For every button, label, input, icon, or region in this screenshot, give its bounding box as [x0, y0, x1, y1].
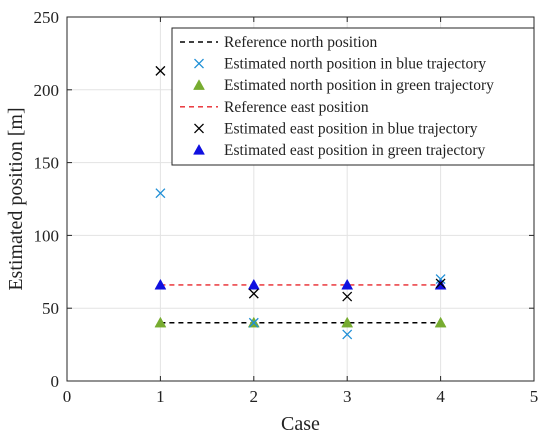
- x-axis-label: Case: [281, 413, 320, 435]
- legend-swatch: [193, 79, 205, 90]
- x-marker: [435, 278, 446, 289]
- y-axis-label: Estimated position [m]: [5, 107, 27, 290]
- legend-swatch: [193, 143, 205, 155]
- x-marker-stroke: [435, 278, 446, 289]
- triangle-marker: [434, 316, 447, 328]
- plot-series: [154, 65, 447, 340]
- x-marker-stroke: [194, 123, 204, 134]
- x-tick-label: 1: [156, 387, 165, 406]
- x-tick-label: 3: [343, 387, 352, 406]
- y-tick-label: 200: [34, 81, 60, 100]
- legend-item: Estimated north position in blue traject…: [194, 56, 486, 73]
- y-tick-label: 100: [34, 226, 60, 245]
- triangle-marker: [247, 278, 260, 290]
- x-marker: [248, 317, 259, 328]
- legend-label: Estimated north position in green trajec…: [224, 77, 494, 94]
- x-marker: [342, 329, 353, 340]
- x-tick-label: 0: [63, 387, 72, 406]
- legend-swatch: [194, 123, 204, 134]
- x-marker-stroke: [248, 288, 259, 299]
- y-tick-label: 50: [42, 299, 59, 318]
- x-marker-stroke: [194, 58, 204, 69]
- plot-frame: [66, 16, 535, 382]
- triangle-marker: [341, 316, 354, 328]
- legend-item: Estimated east position in green traject…: [193, 142, 486, 159]
- legend-label: Reference north position: [224, 34, 377, 51]
- y-tick-label: 150: [34, 154, 60, 173]
- x-marker: [248, 288, 259, 299]
- legend-item: Reference east position: [180, 99, 369, 116]
- y-tick-label: 250: [34, 8, 60, 27]
- x-marker: [435, 274, 446, 285]
- y-tick-label: 0: [51, 372, 60, 391]
- x-marker: [342, 291, 353, 302]
- x-tick-label: 4: [436, 387, 445, 406]
- x-marker-stroke: [342, 291, 353, 302]
- legend: Reference north position Estimated north …: [171, 27, 535, 166]
- triangle-marker: [154, 316, 167, 328]
- series-4: [155, 65, 446, 302]
- triangle-marker: [341, 278, 354, 290]
- legend-label: Estimated east position in blue trajecto…: [224, 120, 478, 137]
- x-tick-label: 2: [250, 387, 259, 406]
- x-tick-label: 5: [530, 387, 539, 406]
- legend-box: [171, 27, 535, 166]
- legend-label: Estimated east position in green traject…: [224, 142, 486, 159]
- x-marker: [155, 188, 166, 199]
- legend-label: Reference east position: [224, 99, 369, 116]
- legend-item: Estimated north position in green trajec…: [193, 77, 494, 94]
- x-marker-stroke: [435, 274, 446, 285]
- legend-swatch: [194, 58, 204, 69]
- x-marker-stroke: [248, 317, 259, 328]
- x-marker-stroke: [342, 329, 353, 340]
- x-marker-stroke: [155, 65, 166, 76]
- x-marker-stroke: [155, 188, 166, 199]
- x-marker: [155, 65, 166, 76]
- series-1: [155, 188, 446, 340]
- legend-item: Estimated east position in blue trajecto…: [194, 120, 478, 137]
- legend-label: Estimated north position in blue traject…: [224, 56, 486, 73]
- legend-item: Reference north position: [180, 34, 377, 51]
- triangle-marker: [154, 278, 167, 290]
